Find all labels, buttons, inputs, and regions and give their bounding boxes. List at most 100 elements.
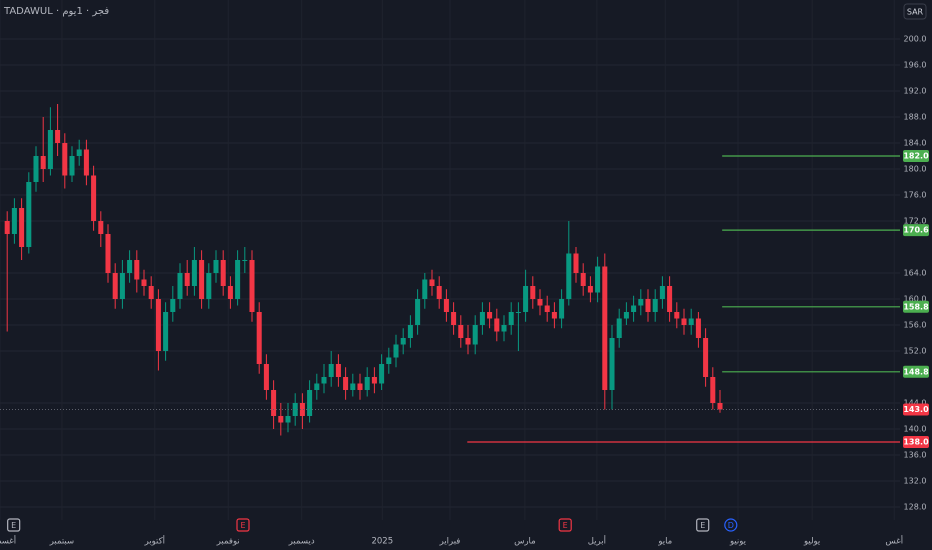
candle-body (62, 143, 68, 176)
grid (0, 38, 900, 508)
candle-body (199, 260, 205, 299)
candle-body (307, 390, 313, 416)
event-marker[interactable] (558, 518, 572, 532)
candle-body (595, 266, 601, 293)
candle-body (285, 416, 291, 423)
chart-title: TADAWUL · فجر · 1يوم (3, 6, 109, 17)
candle-body (134, 260, 140, 280)
candle-body (141, 279, 147, 286)
candle-body (177, 273, 183, 299)
level-label: 148.8 (903, 367, 929, 376)
candle-body (717, 403, 723, 410)
y-tick-label: 196.0 (904, 61, 927, 70)
event-marker[interactable] (236, 518, 250, 532)
y-tick-label: 132.0 (904, 477, 927, 486)
level-label: 158.8 (903, 302, 929, 311)
candle-body (249, 260, 255, 312)
y-tick-label: 140.0 (904, 425, 927, 434)
candle-body (407, 325, 413, 338)
x-tick-label: يوليو (803, 537, 821, 547)
candle-body (443, 299, 449, 312)
event-label[interactable]: E (700, 521, 705, 530)
candle-body (544, 305, 550, 312)
y-tick-label: 156.0 (904, 321, 927, 330)
currency[interactable]: SAR (907, 8, 924, 17)
last-price-label: 143.0 (903, 405, 929, 414)
event-marker[interactable] (724, 518, 738, 532)
level-tag (903, 365, 929, 378)
candle-body (321, 377, 327, 384)
event-label[interactable]: E (11, 521, 16, 530)
x-tick-label: مايو (657, 537, 672, 547)
candle-body (659, 286, 665, 299)
currency-box[interactable] (903, 3, 927, 20)
candle-body (609, 338, 615, 390)
event-label[interactable]: E (563, 521, 568, 530)
candle-body (299, 403, 305, 416)
plot (0, 104, 900, 443)
candle-body (242, 260, 248, 261)
x-tick-label: أكتوبر (144, 535, 165, 547)
candle-body (494, 318, 500, 332)
candle-body (235, 260, 241, 299)
candle-body (343, 377, 349, 390)
x-tick-label: فبراير (439, 537, 461, 547)
y-tick-label: 152.0 (904, 347, 927, 356)
candle-body (436, 286, 442, 299)
candle-body (580, 273, 586, 286)
candle-body (206, 273, 212, 299)
candle-body (11, 208, 17, 234)
candle-body (695, 318, 701, 338)
candle-body (55, 130, 61, 143)
candle-body (400, 338, 406, 345)
level-tag (903, 436, 929, 448)
event-marker[interactable] (7, 518, 21, 532)
candle-body (148, 286, 154, 299)
candle-body (155, 299, 161, 351)
candle-body (371, 377, 377, 384)
candle-body (386, 357, 392, 364)
candle-body (573, 253, 579, 273)
event-label[interactable]: E (240, 521, 245, 530)
candle-body (220, 260, 226, 286)
candle-body (105, 234, 111, 273)
candle-body (98, 221, 104, 234)
candle-body (559, 299, 565, 319)
candle-body (112, 273, 118, 299)
candle-body (667, 286, 673, 312)
candle-body (710, 377, 716, 403)
candle-body (350, 383, 356, 390)
candle-body (415, 299, 421, 325)
x-tick-label: أغسطس (0, 535, 16, 547)
candle-body (256, 312, 262, 364)
x-tick-label: نوفمبر (216, 537, 240, 547)
candle-body (379, 364, 385, 384)
candle-body (184, 273, 190, 286)
candle-body (451, 312, 457, 325)
candle-body (638, 299, 644, 306)
candle-body (292, 403, 298, 416)
x-tick-label: 2025 (371, 537, 393, 547)
level-tag (903, 150, 929, 162)
candle-body (69, 156, 75, 176)
candle-body (566, 253, 572, 299)
y-tick-label: 200.0 (904, 35, 927, 44)
candle-body (458, 325, 464, 338)
event-marker[interactable] (696, 518, 710, 532)
event-label[interactable]: D (728, 521, 734, 530)
candle-body (422, 279, 428, 299)
candle-body (76, 149, 82, 156)
level-label: 182.0 (903, 152, 929, 161)
candle-body (191, 260, 197, 286)
y-tick-label: 188.0 (904, 113, 927, 122)
candle-body (213, 260, 219, 273)
level-label: 138.0 (903, 438, 929, 447)
x-tick-label: يونيو (729, 537, 747, 547)
candle-body (703, 338, 709, 377)
candle-body (19, 208, 25, 247)
candle-body (681, 318, 687, 325)
candle-body (40, 156, 46, 169)
